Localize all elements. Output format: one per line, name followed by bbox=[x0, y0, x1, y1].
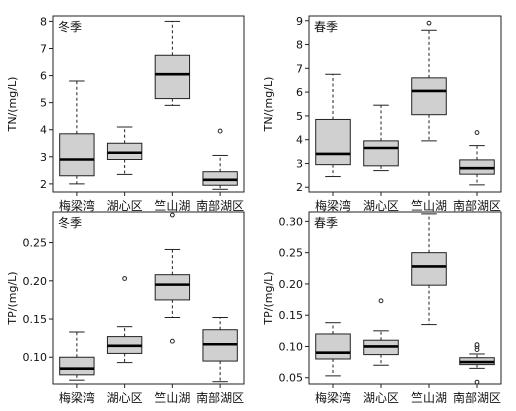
iqr-box bbox=[411, 77, 447, 116]
season-label: 春季 bbox=[314, 20, 338, 34]
y-tick-label: 0.10 bbox=[279, 340, 304, 353]
season-label: 春季 bbox=[314, 216, 338, 230]
outlier-point bbox=[378, 298, 384, 304]
iqr-box bbox=[154, 274, 191, 301]
x-category-label: 梅梁湾 bbox=[315, 198, 351, 213]
iqr-box bbox=[315, 118, 351, 166]
box-group bbox=[363, 104, 399, 172]
y-tick-label: 2 bbox=[40, 178, 47, 191]
iqr-box bbox=[315, 333, 351, 360]
box-group bbox=[202, 316, 238, 383]
box-group bbox=[202, 128, 238, 190]
box-group bbox=[154, 20, 191, 106]
y-tick-label: 3 bbox=[296, 157, 303, 170]
season-label: 冬季 bbox=[58, 19, 82, 34]
box-group bbox=[59, 331, 95, 381]
iqr-box bbox=[59, 356, 95, 376]
y-tick-label: 0.25 bbox=[23, 237, 48, 250]
x-category-label: 湖心区 bbox=[107, 390, 143, 405]
y-tick-label: 5 bbox=[296, 110, 303, 123]
x-category-label: 湖心区 bbox=[107, 198, 143, 213]
y-axis-label: TN/(mg/L) bbox=[262, 77, 275, 133]
y-tick-label: 4 bbox=[40, 124, 47, 137]
y-tick-label: 8 bbox=[296, 39, 303, 52]
y-tick-label: 3 bbox=[40, 151, 47, 164]
y-tick-label: 0.25 bbox=[279, 247, 304, 260]
box-group bbox=[459, 130, 495, 186]
outlier-point bbox=[474, 342, 480, 347]
x-category-label: 湖心区 bbox=[363, 198, 399, 213]
y-tick-label: 0.20 bbox=[279, 278, 304, 291]
box-group bbox=[363, 298, 399, 366]
outlier-point bbox=[474, 379, 480, 385]
y-axis-label: TN/(mg/L) bbox=[6, 77, 19, 133]
y-tick-label: 7 bbox=[40, 42, 47, 55]
y-tick-label: 0.15 bbox=[279, 309, 304, 322]
x-category-label: 南部湖区 bbox=[196, 198, 244, 213]
iqr-box bbox=[154, 54, 191, 100]
chart-panel: 2 3 4 5 6 7 8 9 梅梁湾 湖心区 竺山湖 南部湖区 春季 TN/(mg/L) bbox=[262, 15, 502, 213]
y-tick-label: 9 bbox=[296, 15, 303, 28]
y-tick-label: 0.15 bbox=[23, 313, 48, 326]
outlier-point bbox=[217, 128, 223, 134]
box-group bbox=[411, 20, 447, 142]
outlier-point bbox=[122, 276, 128, 281]
y-tick-label: 6 bbox=[40, 70, 47, 83]
x-category-label: 南部湖区 bbox=[196, 390, 244, 405]
outlier-point bbox=[169, 338, 175, 344]
y-tick-label: 0.10 bbox=[23, 351, 48, 364]
y-tick-label: 0.20 bbox=[23, 275, 48, 288]
box-group bbox=[459, 342, 495, 385]
x-category-label: 竺山湖 bbox=[154, 390, 190, 405]
y-tick-label: 6 bbox=[296, 86, 303, 99]
chart-panel: 2 3 4 5 6 7 8 梅梁湾 湖心区 竺山湖 南部湖区 冬季 TN/(mg/L) bbox=[6, 15, 245, 213]
x-category-label: 梅梁湾 bbox=[59, 198, 95, 213]
chart-panel: 0.10 0.15 0.20 0.25 梅梁湾 湖心区 竺山湖 南部湖区 冬季 TP/(mg/L) bbox=[6, 211, 245, 405]
x-category-label: 竺山湖 bbox=[411, 390, 447, 405]
iqr-box bbox=[59, 133, 95, 177]
x-category-label: 竺山湖 bbox=[411, 198, 447, 213]
iqr-box bbox=[202, 171, 238, 186]
x-category-label: 梅梁湾 bbox=[59, 390, 95, 405]
box-group bbox=[154, 212, 191, 344]
box-group bbox=[106, 276, 143, 364]
y-axis-label: TP/(mg/L) bbox=[6, 271, 19, 325]
iqr-box bbox=[363, 140, 399, 167]
box-group bbox=[106, 126, 143, 175]
y-tick-label: 0.05 bbox=[279, 372, 304, 385]
chart-panel: 0.05 0.10 0.15 0.20 0.25 0.30 梅梁湾 湖心区 竺山湖 南部湖区 春季 T… bbox=[262, 211, 502, 405]
y-tick-label: 8 bbox=[40, 15, 47, 28]
x-category-label: 湖心区 bbox=[363, 390, 399, 405]
box-group bbox=[315, 73, 351, 178]
y-axis-label: TP/(mg/L) bbox=[262, 271, 275, 325]
x-category-label: 南部湖区 bbox=[453, 198, 501, 213]
box-group bbox=[59, 80, 95, 185]
x-category-label: 梅梁湾 bbox=[315, 390, 351, 405]
y-tick-label: 2 bbox=[296, 181, 303, 194]
y-tick-label: 4 bbox=[296, 134, 303, 147]
outlier-point bbox=[474, 130, 480, 135]
y-tick-label: 5 bbox=[40, 97, 47, 110]
outlier-point bbox=[169, 212, 175, 218]
iqr-box bbox=[411, 252, 447, 286]
y-tick-label: 0.30 bbox=[279, 215, 304, 228]
box-group bbox=[315, 322, 351, 377]
season-label: 冬季 bbox=[58, 215, 82, 230]
iqr-box bbox=[106, 142, 143, 161]
x-category-label: 南部湖区 bbox=[453, 390, 501, 405]
x-category-label: 竺山湖 bbox=[154, 198, 190, 213]
y-tick-label: 7 bbox=[296, 62, 303, 75]
outlier-point bbox=[426, 20, 432, 26]
box-group bbox=[411, 213, 447, 326]
